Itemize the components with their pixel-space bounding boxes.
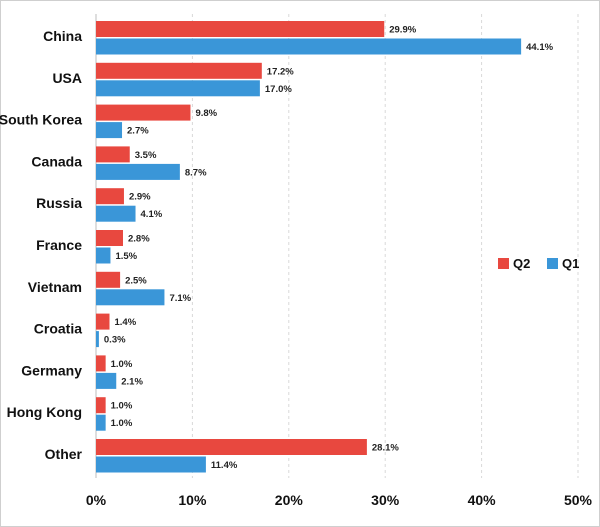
x-tick-label: 0% xyxy=(86,492,107,508)
legend-label: Q1 xyxy=(562,256,579,271)
x-tick-label: 40% xyxy=(468,492,497,508)
bar-q2 xyxy=(96,397,106,414)
bar-q2 xyxy=(96,146,130,163)
x-tick-label: 10% xyxy=(178,492,207,508)
bar-q2 xyxy=(96,104,191,121)
bar-q2 xyxy=(96,313,110,330)
data-label: 28.1% xyxy=(372,443,399,454)
bar-q1 xyxy=(96,80,260,97)
data-label: 2.9% xyxy=(129,192,151,203)
data-label: 0.3% xyxy=(104,335,126,346)
bar-q1 xyxy=(96,289,165,306)
data-label: 1.5% xyxy=(115,251,137,262)
data-label: 4.1% xyxy=(141,209,163,220)
category-label: Croatia xyxy=(34,321,82,337)
bar-q2 xyxy=(96,355,106,372)
bar-q1 xyxy=(96,163,180,180)
category-label: China xyxy=(43,28,82,44)
data-label: 17.2% xyxy=(267,66,294,77)
category-label: Hong Kong xyxy=(7,404,82,420)
bar-q1 xyxy=(96,456,206,473)
x-tick-label: 30% xyxy=(371,492,400,508)
data-label: 8.7% xyxy=(185,167,207,178)
bar-q1 xyxy=(96,331,99,348)
category-label: France xyxy=(36,237,82,253)
bar-q2 xyxy=(96,271,121,288)
data-label: 2.5% xyxy=(125,275,147,286)
category-label: Russia xyxy=(36,195,82,211)
bar-q2 xyxy=(96,62,262,79)
bar-q2 xyxy=(96,230,123,246)
data-label: 2.7% xyxy=(127,126,149,137)
bar-q2 xyxy=(96,439,367,455)
data-label: 7.1% xyxy=(169,293,191,304)
data-label: 1.0% xyxy=(111,401,133,412)
bar-q1 xyxy=(96,122,123,139)
data-label: 1.0% xyxy=(111,418,133,429)
x-tick-label: 50% xyxy=(564,492,593,508)
data-label: 1.0% xyxy=(111,359,133,370)
data-label: 9.8% xyxy=(195,108,217,119)
data-label: 11.4% xyxy=(211,460,238,471)
legend-label: Q2 xyxy=(513,256,530,271)
bar-q1 xyxy=(96,414,106,431)
bar-q1 xyxy=(96,247,111,264)
category-label: Vietnam xyxy=(28,279,82,295)
data-label: 29.9% xyxy=(389,25,416,36)
data-label: 2.8% xyxy=(128,234,150,245)
bar-q1 xyxy=(96,205,136,222)
data-label: 44.1% xyxy=(526,42,553,53)
legend-swatch-q2 xyxy=(498,258,509,269)
bar-q1 xyxy=(96,372,117,389)
data-label: 17.0% xyxy=(265,84,292,95)
category-label: Germany xyxy=(21,362,82,378)
data-label: 1.4% xyxy=(114,317,136,328)
legend-swatch-q1 xyxy=(547,258,558,269)
data-label: 3.5% xyxy=(135,150,157,161)
bar-q2 xyxy=(96,21,385,37)
bar-q2 xyxy=(96,188,124,205)
category-label: Other xyxy=(45,446,83,462)
category-label: South Korea xyxy=(0,112,82,128)
category-label: USA xyxy=(52,70,82,86)
data-label: 2.1% xyxy=(121,376,143,387)
category-label: Canada xyxy=(31,153,82,169)
bar-q1 xyxy=(96,38,522,55)
x-tick-label: 20% xyxy=(275,492,304,508)
